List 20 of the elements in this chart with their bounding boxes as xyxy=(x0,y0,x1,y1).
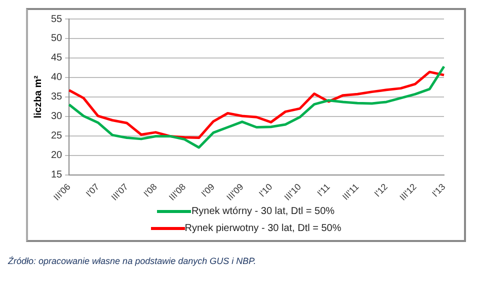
y-tick-label: 50 xyxy=(51,33,63,44)
y-tick-label: 25 xyxy=(51,130,63,142)
y-tick-label: 30 xyxy=(51,111,63,122)
x-tick-label: I'12 xyxy=(372,182,390,199)
x-tick-label: I'13 xyxy=(430,182,448,199)
y-tick-label: 20 xyxy=(51,150,63,162)
y-tick-label: 55 xyxy=(51,14,63,25)
y-axis-title: liczba m² xyxy=(32,74,44,118)
x-tick-label: I'07 xyxy=(84,182,102,199)
y-tick-label: 45 xyxy=(51,52,63,64)
legend-label: Rynek pierwotny - 30 lat, Dtl = 50% xyxy=(184,223,342,234)
y-tick-label: 35 xyxy=(51,92,63,103)
y-tick-label: 15 xyxy=(51,170,63,181)
y-tick-label: 40 xyxy=(51,72,63,84)
x-tick-label: I'10 xyxy=(257,182,274,199)
text: Źródło: opracowanie własne na podstawie danych GUS i NBP. xyxy=(8,256,257,266)
x-tick-label: I'09 xyxy=(199,182,216,199)
x-tick-label: I'08 xyxy=(142,182,159,199)
x-tick-label: I'11 xyxy=(315,182,332,198)
legend-label: Rynek wtórny - 30 lat, Dtl = 50% xyxy=(191,206,335,217)
